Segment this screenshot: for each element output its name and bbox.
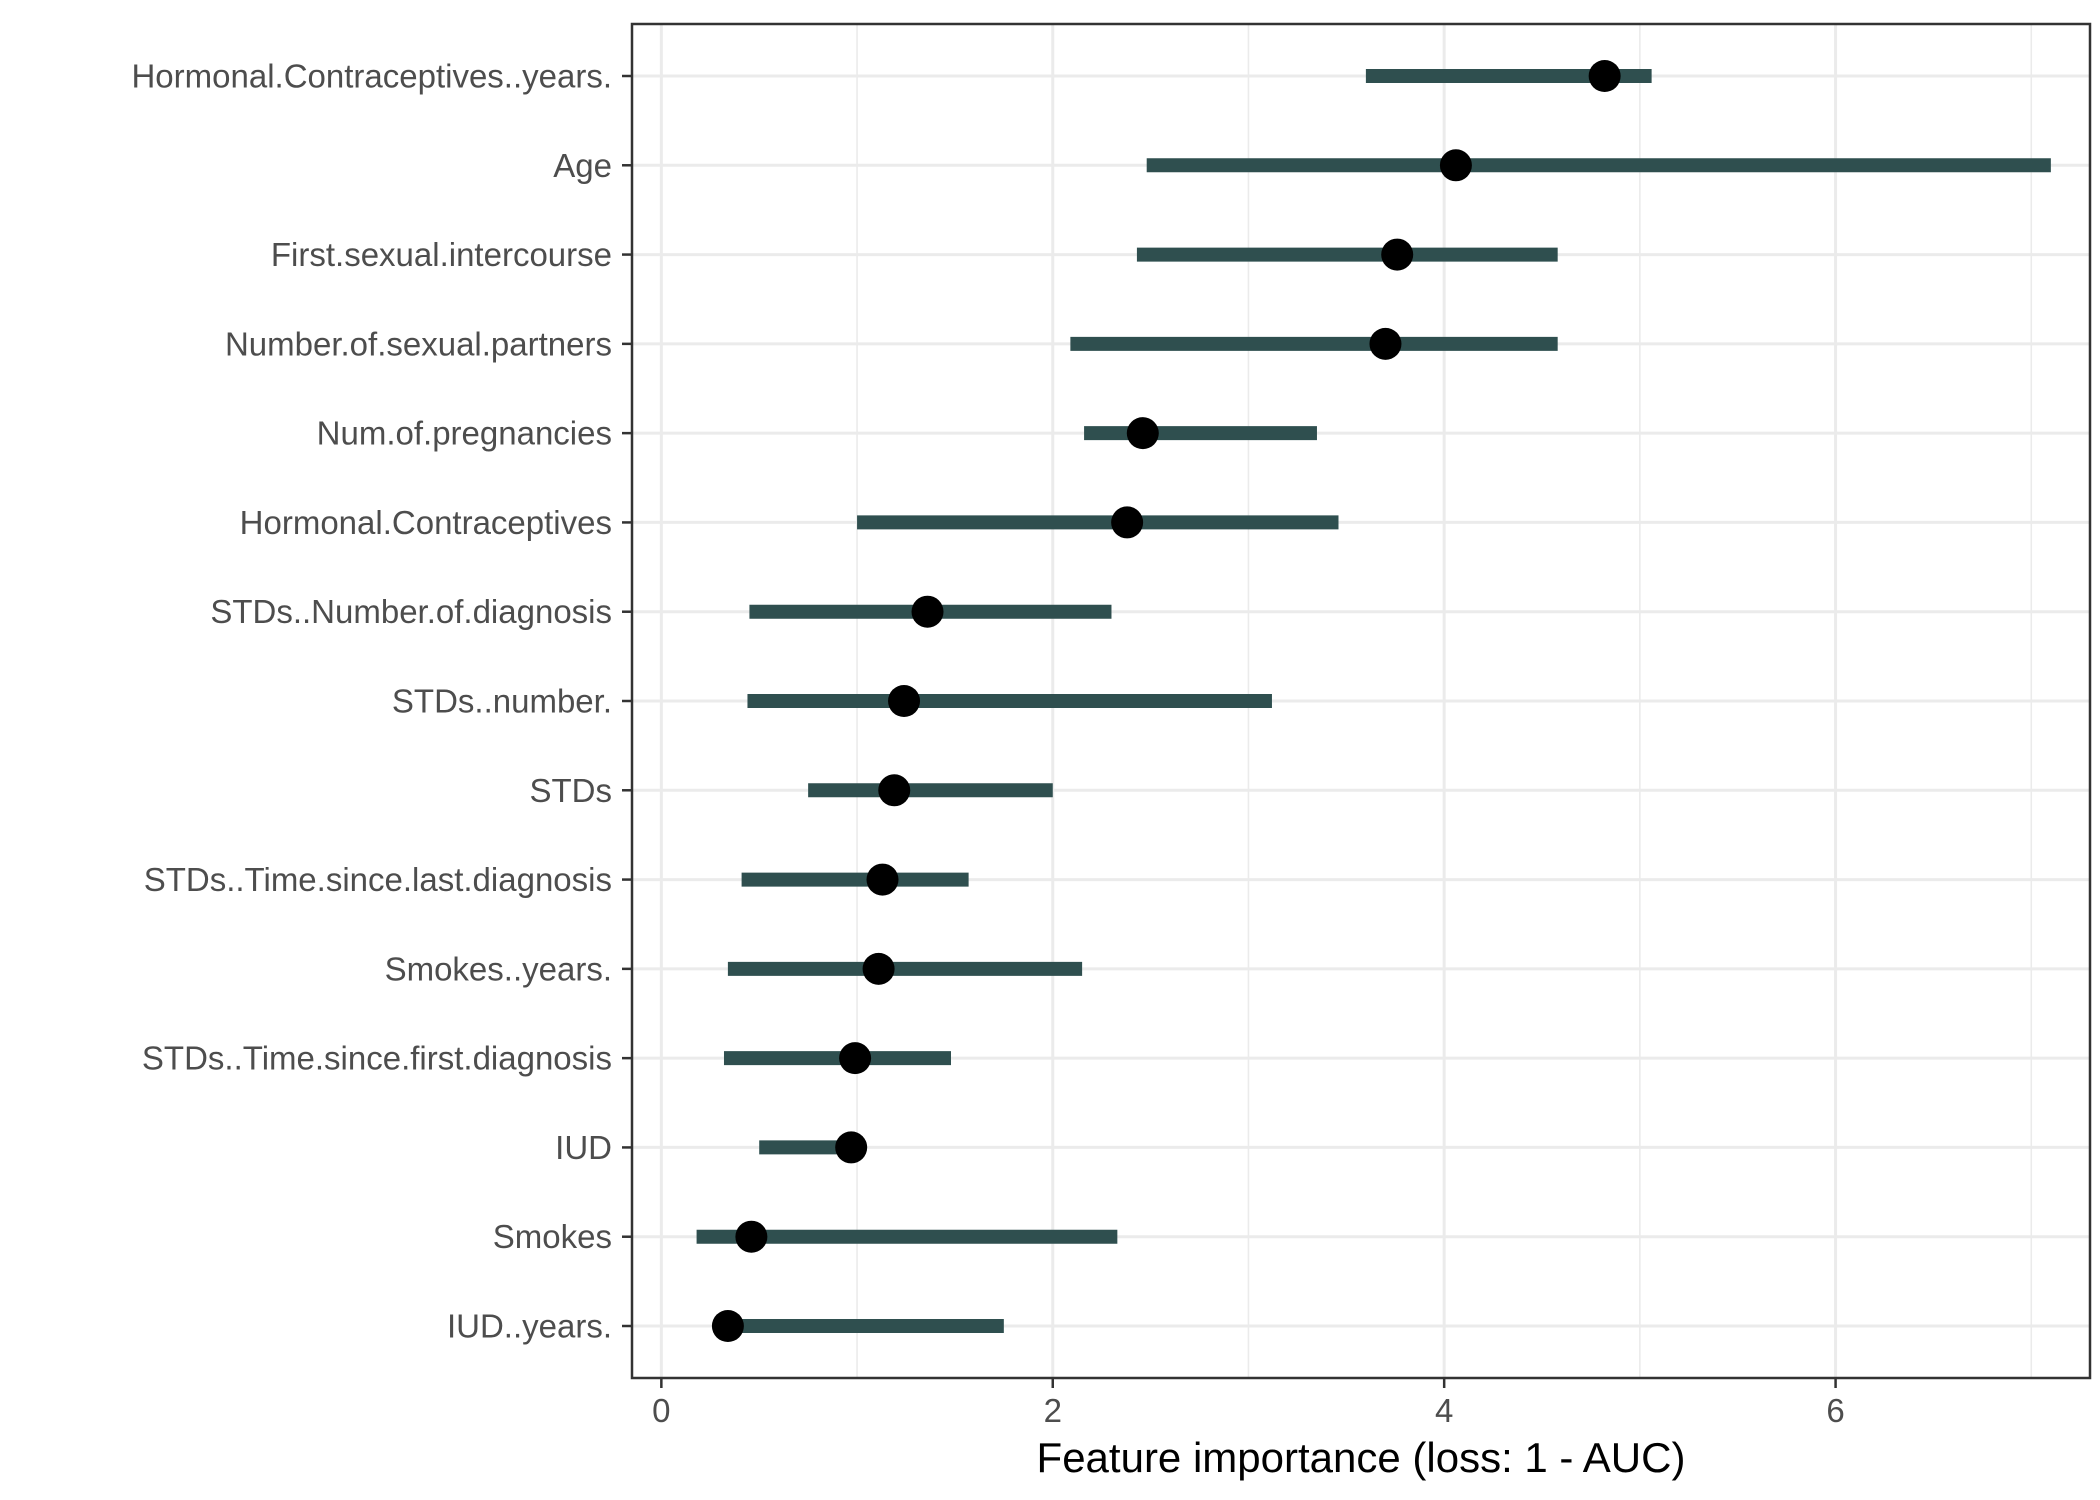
importance-point	[839, 1042, 872, 1075]
y-tick-label: First.sexual.intercourse	[271, 236, 612, 273]
y-tick-label: Hormonal.Contraceptives..years.	[131, 58, 612, 95]
y-axis: Hormonal.Contraceptives..years. Age First.…	[131, 58, 632, 1345]
importance-point	[835, 1131, 868, 1164]
y-tick-label: STDs..Time.since.last.diagnosis	[144, 861, 612, 898]
y-tick-label: Number.of.sexual.partners	[225, 325, 612, 362]
x-tick-label: 6	[1826, 1392, 1844, 1429]
importance-point	[1369, 327, 1402, 360]
interval-layer	[696, 69, 2051, 1333]
y-tick-label: STDs..number.	[392, 683, 612, 720]
x-axis: 0 2 4 6	[652, 1378, 1845, 1429]
x-tick-label: 4	[1435, 1392, 1453, 1429]
y-tick-label: STDs..Number.of.diagnosis	[210, 593, 612, 630]
y-tick-label: Age	[553, 147, 612, 184]
y-tick-label: Num.of.pregnancies	[317, 415, 612, 452]
importance-point	[1111, 506, 1144, 539]
importance-point	[862, 952, 895, 985]
y-tick-label: IUD	[555, 1129, 612, 1166]
importance-point	[711, 1310, 744, 1342]
point-layer	[711, 60, 1621, 1342]
importance-point	[878, 774, 911, 807]
importance-point	[735, 1220, 768, 1253]
grid-layer	[632, 24, 2090, 1378]
y-tick-label: IUD..years.	[447, 1308, 612, 1345]
importance-point	[1126, 417, 1159, 450]
importance-point	[1381, 238, 1414, 271]
y-tick-label: STDs..Time.since.first.diagnosis	[142, 1040, 612, 1077]
x-axis-title: Feature importance (loss: 1 - AUC)	[1037, 1434, 1686, 1481]
importance-point	[866, 863, 899, 896]
importance-point	[1439, 149, 1472, 182]
y-tick-label: Smokes..years.	[385, 950, 612, 987]
y-tick-label: Hormonal.Contraceptives	[240, 504, 612, 541]
importance-point	[1588, 60, 1621, 92]
y-tick-label: Smokes	[493, 1218, 612, 1255]
y-tick-label: STDs	[530, 772, 613, 809]
x-tick-label: 2	[1044, 1392, 1062, 1429]
x-tick-label: 0	[652, 1392, 670, 1429]
importance-point	[888, 685, 921, 717]
importance-point	[911, 595, 944, 628]
